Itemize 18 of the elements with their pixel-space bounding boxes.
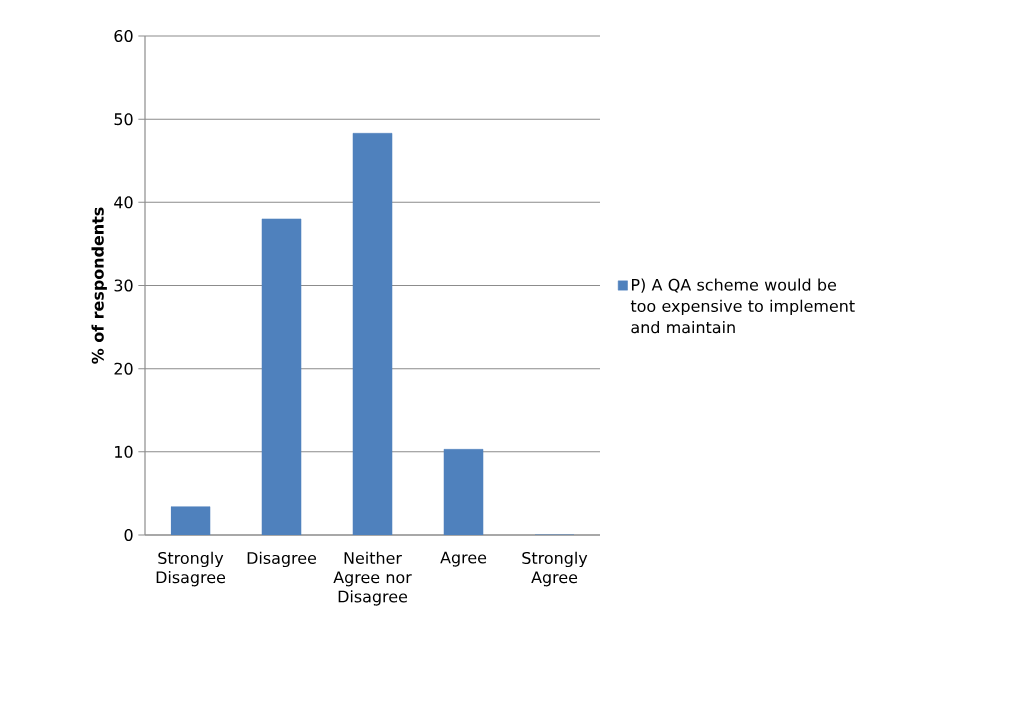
bar: [170, 506, 211, 535]
legend-label: P) A QA scheme would be too expensive to implement and maintain: [630, 278, 855, 334]
bar: [443, 449, 484, 535]
x-tick-label: Disagree: [247, 551, 317, 568]
y-tick-label: 10: [115, 445, 133, 458]
y-tick-label: 50: [114, 113, 133, 126]
y-tick-label: 30: [114, 279, 133, 292]
y-tick-label: 60: [114, 29, 133, 43]
x-tick-label: Agree: [440, 551, 487, 567]
y-tick-label: 40: [114, 196, 133, 209]
x-tick-label: Strongly Agree: [522, 551, 588, 587]
x-tick-label: Neither Agree nor Disagree: [333, 551, 412, 606]
bar: [261, 218, 302, 535]
y-axis-title: % of respondents: [91, 207, 107, 364]
bar: [352, 133, 393, 535]
y-tick-label: 0: [124, 528, 133, 542]
x-tick-label: Strongly Disagree: [156, 551, 226, 587]
y-tick-label: 20: [114, 362, 133, 375]
